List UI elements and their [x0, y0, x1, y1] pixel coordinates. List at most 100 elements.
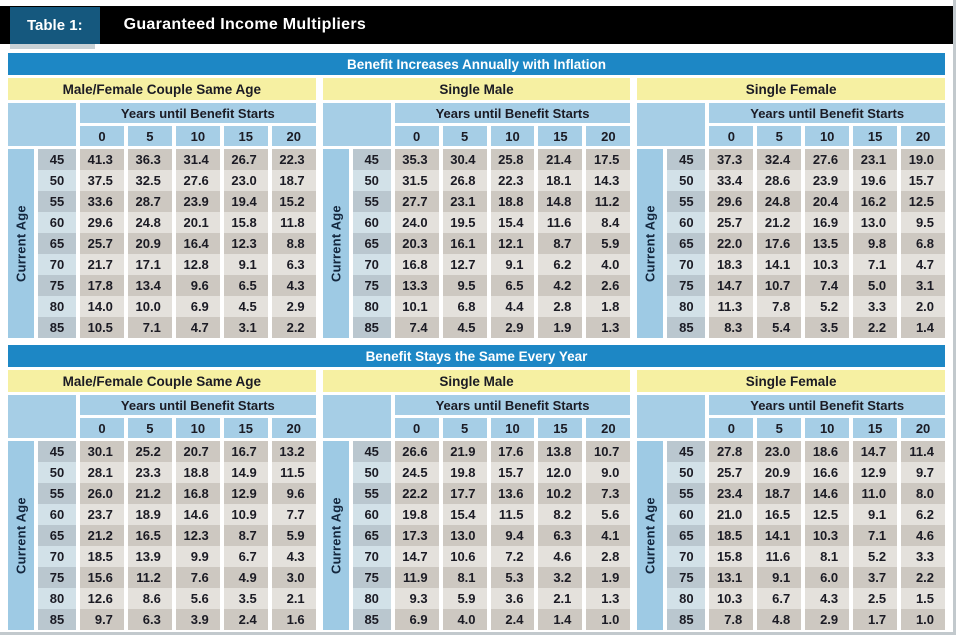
value-cell: 31.5: [394, 170, 439, 191]
value-cell: 19.0: [901, 149, 946, 170]
table-group-2: Single Male Years until Benefit Starts 0 5 1…: [322, 78, 631, 338]
value-cell: 16.8: [175, 483, 220, 504]
value-cell: 10.3: [709, 588, 754, 609]
year-col-label: 15: [538, 418, 583, 438]
value-cell: 9.1: [757, 567, 802, 588]
value-cell: 21.7: [80, 254, 124, 275]
age-cell: 45: [667, 441, 706, 462]
value-cell: 33.6: [80, 191, 124, 212]
value-cell: 12.5: [805, 504, 850, 525]
value-cell: 28.1: [80, 462, 124, 483]
value-cell: 6.5: [490, 275, 535, 296]
years-until-benefit-starts-label: Years until Benefit Starts: [709, 103, 946, 123]
value-cell: 2.2: [271, 317, 316, 338]
value-cell: 9.7: [80, 609, 124, 630]
value-cell: 12.8: [175, 254, 220, 275]
year-col-label: 0: [394, 126, 439, 146]
value-cell: 12.9: [853, 462, 898, 483]
year-col-label: 0: [394, 418, 439, 438]
value-cell: 19.8: [394, 504, 439, 525]
value-cell: 6.8: [442, 296, 487, 317]
year-col-label: 0: [709, 418, 754, 438]
value-cell: 27.6: [805, 149, 850, 170]
value-cell: 24.8: [757, 191, 802, 212]
age-cell: 70: [352, 254, 391, 275]
value-cell: 37.3: [709, 149, 754, 170]
value-cell: 5.0: [853, 275, 898, 296]
table-sections: Benefit Increases Annually with Inflatio…: [0, 53, 953, 630]
value-cell: 11.2: [127, 567, 172, 588]
value-cell: 18.8: [175, 462, 220, 483]
value-cell: 37.5: [80, 170, 124, 191]
value-cell: 14.6: [805, 483, 850, 504]
current-age-axis: Current Age: [637, 149, 664, 338]
value-cell: 29.6: [80, 212, 124, 233]
value-cell: 5.2: [853, 546, 898, 567]
value-cell: 2.5: [853, 588, 898, 609]
value-cell: 3.7: [853, 567, 898, 588]
value-cell: 9.9: [175, 546, 220, 567]
years-until-benefit-starts-label: Years until Benefit Starts: [394, 103, 631, 123]
value-cell: 13.0: [853, 212, 898, 233]
age-cell: 80: [352, 296, 391, 317]
section-2-groups: Male/Female Couple Same Age Years until B…: [8, 370, 946, 630]
value-cell: 13.2: [271, 441, 316, 462]
year-col-label: 10: [490, 418, 535, 438]
year-col-label: 15: [538, 126, 583, 146]
value-cell: 8.7: [223, 525, 268, 546]
value-cell: 18.1: [538, 170, 583, 191]
value-cell: 17.7: [442, 483, 487, 504]
value-cell: 7.1: [127, 317, 172, 338]
value-cell: 13.4: [127, 275, 172, 296]
value-cell: 23.9: [805, 170, 850, 191]
value-cell: 13.3: [394, 275, 439, 296]
age-cell: 80: [38, 296, 76, 317]
value-cell: 8.4: [586, 212, 631, 233]
value-cell: 25.8: [490, 149, 535, 170]
value-cell: 19.6: [853, 170, 898, 191]
value-cell: 12.9: [223, 483, 268, 504]
value-cell: 9.4: [490, 525, 535, 546]
value-cell: 6.3: [127, 609, 172, 630]
value-cell: 2.8: [586, 546, 631, 567]
value-cell: 16.5: [127, 525, 172, 546]
value-cell: 22.3: [271, 149, 316, 170]
value-cell: 3.3: [853, 296, 898, 317]
year-col-label: 5: [442, 126, 487, 146]
value-cell: 18.8: [490, 191, 535, 212]
age-cell: 65: [352, 233, 391, 254]
value-cell: 15.7: [901, 170, 946, 191]
age-cell: 85: [352, 609, 391, 630]
value-cell: 4.6: [538, 546, 583, 567]
value-cell: 11.2: [586, 191, 631, 212]
age-cell: 50: [667, 170, 706, 191]
year-col-label: 15: [223, 418, 268, 438]
value-cell: 15.7: [490, 462, 535, 483]
value-cell: 14.0: [80, 296, 124, 317]
value-cell: 9.7: [901, 462, 946, 483]
value-cell: 15.2: [271, 191, 316, 212]
age-cell: 50: [352, 462, 391, 483]
value-cell: 26.7: [223, 149, 268, 170]
years-until-benefit-starts-label: Years until Benefit Starts: [709, 395, 946, 415]
value-cell: 2.9: [271, 296, 316, 317]
age-cell: 70: [38, 546, 76, 567]
age-cell: 70: [38, 254, 76, 275]
value-cell: 8.1: [442, 567, 487, 588]
value-cell: 4.0: [586, 254, 631, 275]
value-cell: 6.2: [538, 254, 583, 275]
value-cell: 1.0: [901, 609, 946, 630]
value-cell: 12.6: [80, 588, 124, 609]
value-cell: 8.8: [271, 233, 316, 254]
value-cell: 16.9: [805, 212, 850, 233]
value-cell: 17.5: [586, 149, 631, 170]
year-col-label: 10: [805, 126, 850, 146]
year-col-label: 10: [175, 418, 220, 438]
year-col-label: 20: [901, 418, 946, 438]
value-cell: 11.0: [853, 483, 898, 504]
value-cell: 13.1: [709, 567, 754, 588]
age-cell: 80: [667, 296, 706, 317]
value-cell: 2.2: [853, 317, 898, 338]
value-cell: 3.1: [901, 275, 946, 296]
